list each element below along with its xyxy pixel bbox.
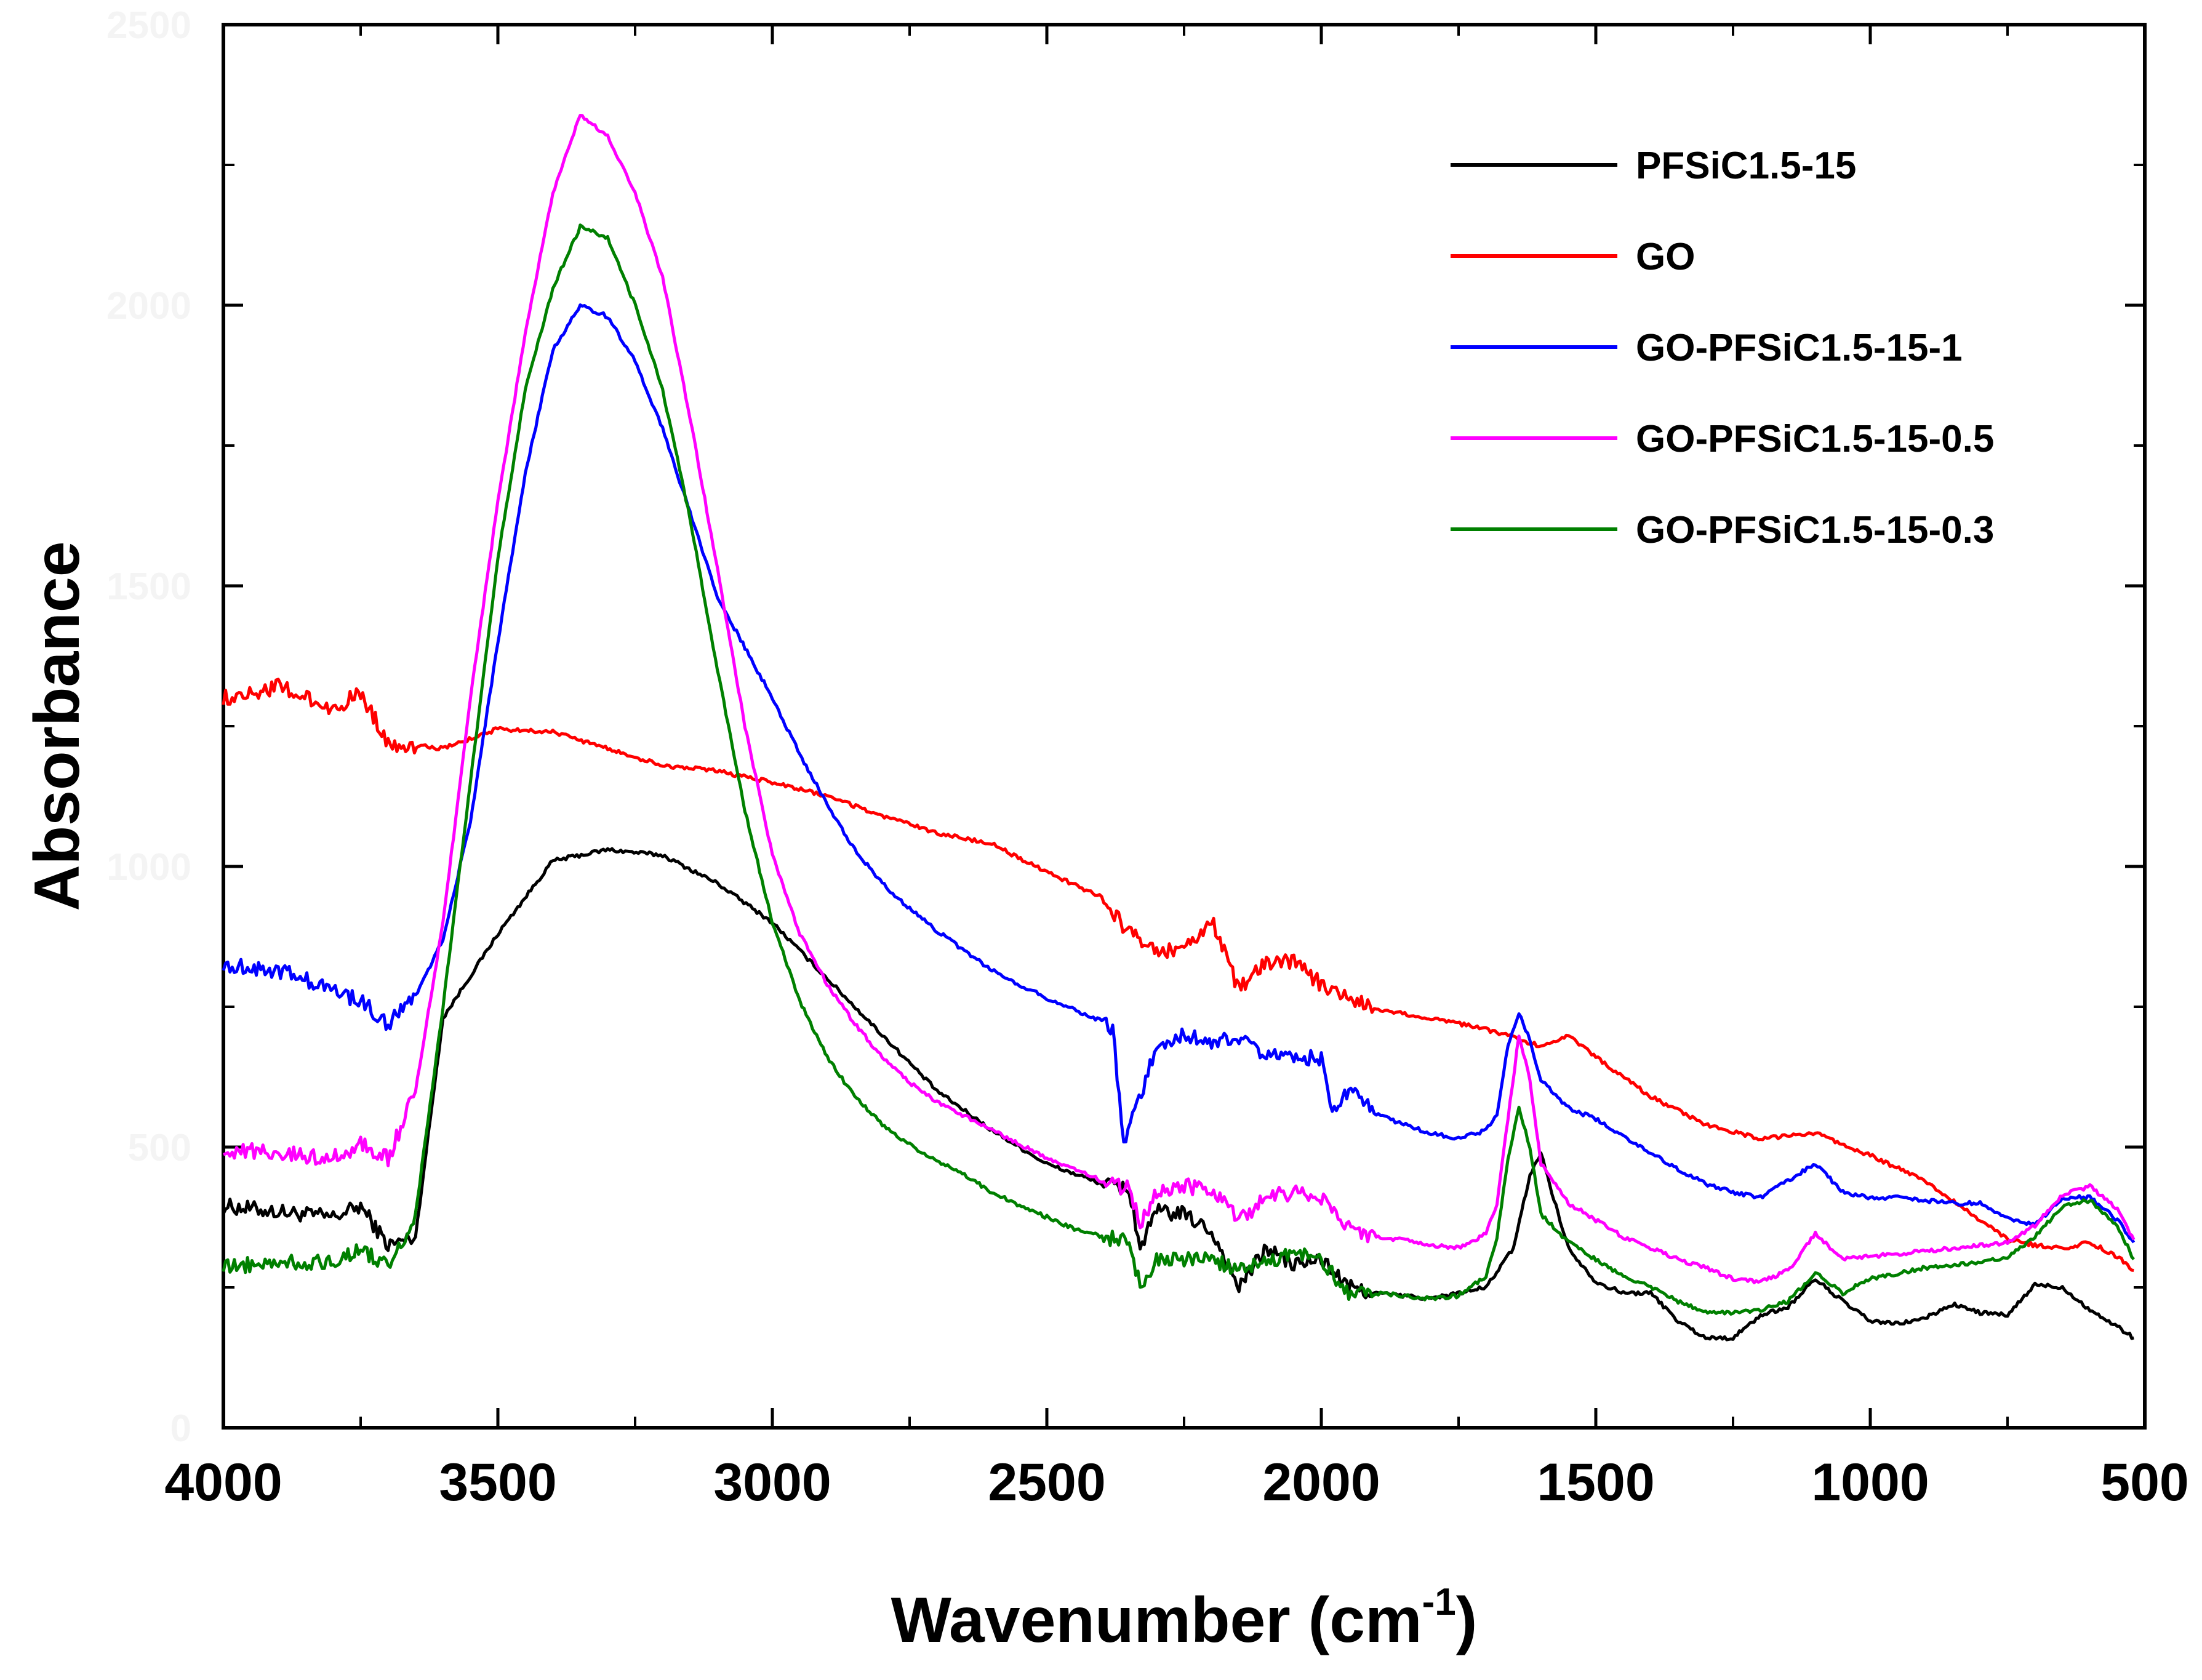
- legend: PFSiC1.5-15 GO GO-PFSiC1.5-15-1 GO-PFSiC1.5…: [1451, 145, 1994, 551]
- series-line-0: [222, 847, 2134, 1342]
- series-line-3: [223, 114, 2136, 1284]
- axis-ticks: [222, 23, 2147, 1430]
- y-tick-labels: 0 500 1000 1500 2000 2500: [106, 4, 191, 1450]
- y-tick-label: 1500: [106, 566, 191, 608]
- x-axis-title-main: Wavenumber (cm: [891, 1585, 1422, 1656]
- series-line-1: [222, 678, 2134, 1273]
- x-tick-label: 3500: [439, 1453, 556, 1512]
- legend-label: GO-PFSiC1.5-15-1: [1636, 327, 1963, 369]
- legend-label: GO-PFSiC1.5-15-0.5: [1636, 418, 1994, 460]
- x-tick-labels: 4000 3500 3000 2500 2000 1500 1000 500: [164, 1453, 2188, 1512]
- y-tick-label: 0: [170, 1407, 191, 1450]
- y-tick-label: 2500: [106, 4, 191, 47]
- y-tick-label: 1000: [106, 846, 191, 889]
- legend-label: GO-PFSiC1.5-15-0.3: [1636, 509, 1994, 551]
- x-tick-label: 2000: [1262, 1453, 1380, 1512]
- series-line-4: [222, 223, 2136, 1316]
- series-line-2: [222, 303, 2136, 1244]
- x-axis-title-end: ): [1456, 1585, 1478, 1656]
- series-lines: [222, 114, 2136, 1342]
- x-tick-label: 3000: [713, 1453, 831, 1512]
- x-tick-label: 500: [2100, 1453, 2189, 1512]
- y-tick-label: 500: [128, 1127, 191, 1169]
- x-tick-label: 2500: [988, 1453, 1105, 1512]
- plot-frame: [222, 23, 2147, 1430]
- legend-label: PFSiC1.5-15: [1636, 145, 1856, 187]
- x-axis-title-superscript: -1: [1422, 1581, 1456, 1623]
- y-axis-title: Absorbance: [22, 541, 93, 911]
- y-tick-label: 2000: [106, 285, 191, 327]
- x-axis-title: Wavenumber (cm-1): [891, 1581, 1478, 1656]
- legend-label: GO: [1636, 236, 1695, 278]
- x-tick-label: 4000: [164, 1453, 282, 1512]
- x-tick-label: 1000: [1811, 1453, 1929, 1512]
- x-tick-label: 1500: [1537, 1453, 1654, 1512]
